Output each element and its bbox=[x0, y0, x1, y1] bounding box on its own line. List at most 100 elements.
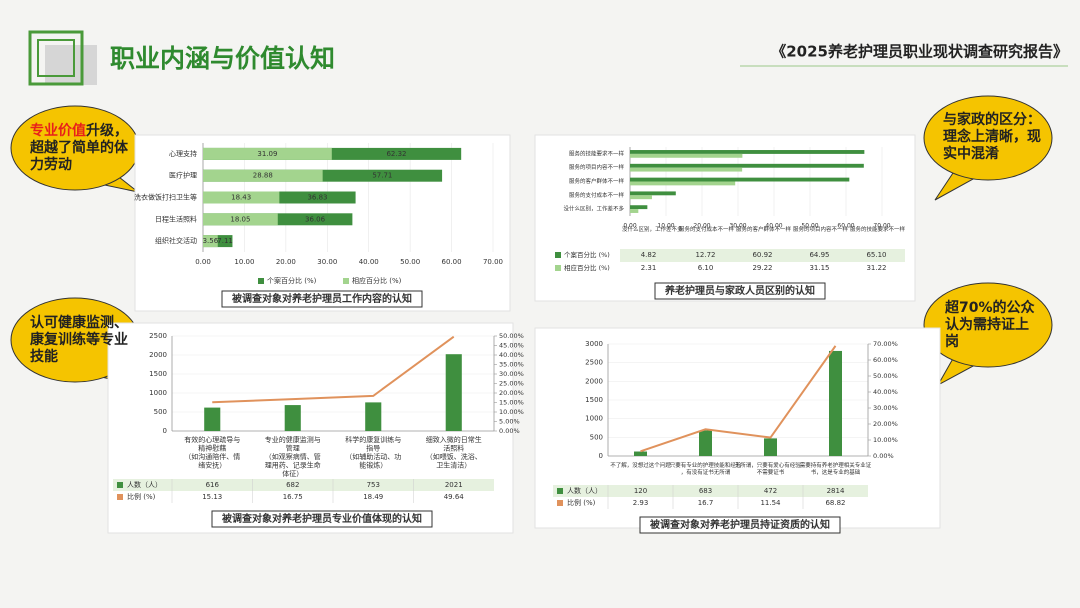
table-cell: 683 bbox=[699, 487, 712, 495]
legend-label: 个案百分比 (%) bbox=[564, 250, 610, 259]
y2-tick-label: 35.00% bbox=[499, 361, 524, 369]
y-tick-label: 洗衣做饭打扫卫生等 bbox=[134, 193, 197, 202]
y2-tick-label: 20.00% bbox=[873, 420, 898, 428]
y2-tick-label: 30.00% bbox=[499, 370, 524, 378]
bar bbox=[203, 147, 462, 160]
y-tick-label: 1000 bbox=[585, 415, 603, 423]
bar bbox=[630, 205, 648, 210]
data-label: 7.11 bbox=[217, 237, 233, 245]
legend-swatch bbox=[117, 494, 123, 500]
y-tick-label: 服务的项目内容不一样 bbox=[569, 163, 625, 171]
table-cell: 65.10 bbox=[866, 251, 886, 259]
table-cell: 753 bbox=[367, 481, 380, 489]
y-tick-label: 2000 bbox=[585, 377, 603, 385]
x-tick-label: 70.00 bbox=[873, 223, 890, 230]
legend-swatch bbox=[555, 252, 561, 258]
table-cell: 68.82 bbox=[825, 499, 845, 507]
x-tick-label: 40.00 bbox=[359, 258, 379, 266]
y2-tick-label: 25.00% bbox=[499, 380, 524, 388]
caption-box bbox=[654, 282, 826, 300]
table-cell: 4.82 bbox=[641, 251, 657, 259]
table-header: 服务的项目内容不一样 bbox=[793, 225, 849, 233]
y-tick-label: 服务的技能要求不一样 bbox=[569, 149, 625, 157]
y-tick-label: 医疗护理 bbox=[169, 171, 197, 180]
table-cell: 15.13 bbox=[202, 493, 222, 501]
chart-caption: 被调查对象对养老护理员专业价值体现的认知 bbox=[222, 512, 422, 525]
caption-box bbox=[639, 516, 841, 534]
table-cell: 31.15 bbox=[809, 264, 829, 272]
bar bbox=[829, 350, 842, 456]
y-tick-label: 500 bbox=[590, 433, 603, 441]
bar bbox=[284, 405, 301, 431]
x-tick-label: 细致入微的日常生活照料（如喂饭、洗浴、卫生清洁） bbox=[426, 435, 482, 470]
table-bg bbox=[113, 479, 494, 491]
y2-tick-label: 10.00% bbox=[873, 436, 898, 444]
bar bbox=[630, 153, 743, 158]
legend-label: 人数（人） bbox=[567, 486, 602, 495]
x-tick-label: 10.00 bbox=[234, 258, 254, 266]
y-tick-label: 心理支持 bbox=[169, 149, 197, 158]
table-cell: 2.31 bbox=[641, 264, 657, 272]
legend-label: 个案百分比 (%) bbox=[267, 276, 317, 285]
table-cell: 616 bbox=[206, 481, 220, 489]
y-tick-label: 服务的客户群体不一样 bbox=[569, 177, 625, 185]
line-series bbox=[212, 335, 455, 404]
y2-tick-label: 60.00% bbox=[873, 356, 898, 364]
bar bbox=[365, 402, 382, 431]
bar bbox=[764, 438, 777, 456]
y2-tick-label: 0.00% bbox=[499, 427, 520, 435]
y2-tick-label: 20.00% bbox=[499, 389, 524, 397]
bar bbox=[634, 451, 647, 456]
y-tick-label: 1000 bbox=[149, 389, 167, 397]
x-tick-label: 专业的健康监测与管理（如观察病情、管理用药、记录生命体征） bbox=[265, 435, 321, 478]
bar bbox=[630, 150, 865, 154]
x-tick-label: 50.00 bbox=[400, 258, 420, 266]
data-label: 31.09 bbox=[257, 150, 277, 158]
y2-tick-label: 5.00% bbox=[499, 418, 520, 426]
table-cell: 12.72 bbox=[695, 251, 715, 259]
table-header: 服务的支付成本不一样 bbox=[679, 225, 735, 233]
bar bbox=[445, 354, 462, 431]
bar bbox=[203, 235, 218, 248]
table-cell: 682 bbox=[286, 481, 299, 489]
legend-swatch bbox=[117, 482, 123, 488]
caption-box bbox=[211, 510, 433, 528]
y2-tick-label: 30.00% bbox=[873, 404, 898, 412]
x-tick-label: 0.00 bbox=[195, 258, 211, 266]
callout-body: 升级，超越了简单的体力劳动 bbox=[30, 123, 128, 173]
bar bbox=[630, 209, 639, 213]
bar bbox=[203, 169, 323, 182]
y-tick-label: 0 bbox=[163, 427, 167, 435]
y-tick-label: 2500 bbox=[149, 332, 167, 340]
y-tick-label: 500 bbox=[154, 408, 167, 416]
y-tick-label: 0 bbox=[599, 452, 603, 460]
table-cell: 16.75 bbox=[283, 493, 303, 501]
y2-tick-label: 50.00% bbox=[873, 372, 898, 380]
y2-tick-label: 40.00% bbox=[873, 388, 898, 396]
data-label: 62.32 bbox=[386, 150, 406, 158]
x-tick-label: 60.00 bbox=[442, 258, 462, 266]
bar bbox=[630, 167, 743, 172]
x-tick-label: 30.00 bbox=[729, 223, 746, 230]
y2-tick-label: 10.00% bbox=[499, 408, 524, 416]
x-tick-label: 无所谓，只要有爱心有经验，不需要证书 bbox=[735, 461, 807, 476]
x-tick-label: 只要有专业的护理技能和经验，有没有证书无所谓 bbox=[670, 461, 742, 476]
legend-label: 比例 (%) bbox=[567, 498, 596, 507]
chart-caption: 养老护理员与家政人员区别的认知 bbox=[664, 284, 815, 297]
legend-swatch bbox=[557, 500, 563, 506]
bar bbox=[630, 181, 736, 186]
data-label: 36.06 bbox=[305, 215, 326, 223]
table-cell: 2021 bbox=[445, 481, 463, 489]
x-tick-label: 30.00 bbox=[317, 258, 337, 266]
x-tick-label: 40.00 bbox=[765, 223, 782, 230]
legend-label: 比例 (%) bbox=[127, 492, 156, 501]
y-tick-label: 没什么区别，工作差不多 bbox=[563, 205, 624, 213]
bar bbox=[630, 191, 676, 196]
x-tick-label: 60.00 bbox=[837, 223, 854, 230]
data-label: 18.05 bbox=[230, 215, 250, 223]
chart-panel bbox=[534, 134, 916, 302]
table-cell: 49.64 bbox=[444, 493, 465, 501]
legend-swatch bbox=[555, 265, 561, 271]
table-cell: 60.92 bbox=[752, 251, 772, 259]
